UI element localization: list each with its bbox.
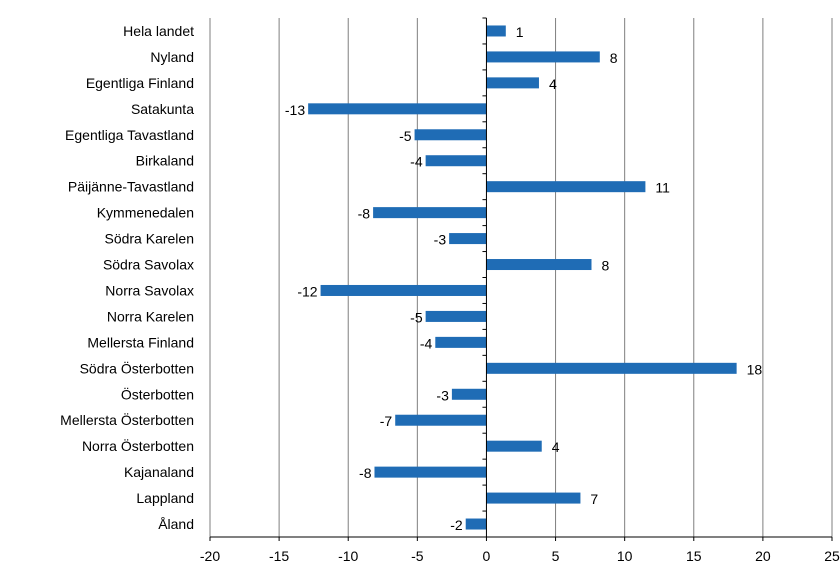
data-label: -3 bbox=[436, 387, 449, 403]
data-label: -4 bbox=[410, 154, 423, 170]
data-label: 11 bbox=[655, 180, 670, 196]
data-label: -7 bbox=[380, 413, 393, 429]
bars bbox=[308, 25, 737, 530]
category-label: Päijänne-Tavastland bbox=[68, 179, 194, 195]
data-label: 8 bbox=[601, 258, 609, 274]
category-label: Österbotten bbox=[121, 385, 194, 402]
data-label: 4 bbox=[552, 439, 560, 455]
data-label: -13 bbox=[285, 102, 305, 118]
bar bbox=[425, 310, 487, 322]
x-tick-label: -20 bbox=[200, 548, 220, 564]
bar bbox=[486, 440, 542, 452]
category-label: Åland bbox=[158, 516, 194, 532]
bar bbox=[320, 284, 487, 296]
data-label: -8 bbox=[358, 206, 371, 222]
category-label: Egentliga Finland bbox=[86, 75, 194, 91]
x-tick-label: 10 bbox=[617, 548, 633, 564]
category-label: Satakunta bbox=[131, 101, 194, 117]
x-tick-label: -15 bbox=[269, 548, 289, 564]
x-tick-label: 5 bbox=[552, 548, 560, 564]
x-tick-label: 25 bbox=[824, 548, 840, 564]
bar bbox=[486, 77, 539, 89]
data-label: -8 bbox=[359, 465, 372, 481]
data-label: -5 bbox=[410, 309, 423, 325]
data-label: 7 bbox=[590, 491, 598, 507]
bar bbox=[486, 25, 506, 37]
data-label: -12 bbox=[297, 283, 317, 299]
bar bbox=[486, 259, 592, 271]
data-label: -4 bbox=[420, 335, 433, 351]
x-tick-label: 20 bbox=[755, 548, 771, 564]
category-label: Mellersta Finland bbox=[87, 334, 194, 350]
bar bbox=[425, 155, 487, 167]
gridlines bbox=[209, 18, 833, 537]
data-label: -5 bbox=[399, 128, 412, 144]
x-tick-label: -5 bbox=[411, 548, 424, 564]
category-label: Mellersta Österbotten bbox=[60, 411, 194, 428]
category-label: Hela landet bbox=[123, 23, 194, 39]
value-labels: 184-13-5-411-8-38-12-5-418-3-74-87-2 bbox=[285, 24, 763, 533]
category-label: Lappland bbox=[136, 490, 194, 506]
x-tick-label: 15 bbox=[686, 548, 702, 564]
category-label: Södra Savolax bbox=[103, 257, 194, 273]
axes bbox=[209, 17, 833, 541]
data-label: 1 bbox=[516, 24, 524, 40]
bar bbox=[308, 103, 487, 115]
data-label: 18 bbox=[747, 361, 763, 377]
bar bbox=[465, 518, 487, 530]
category-label: Egentliga Tavastland bbox=[65, 127, 194, 143]
category-label: Norra Österbotten bbox=[82, 437, 194, 454]
category-label: Norra Savolax bbox=[105, 282, 194, 298]
category-label: Birkaland bbox=[136, 153, 194, 169]
category-label: Södra Österbotten bbox=[80, 359, 194, 376]
bar bbox=[486, 362, 737, 374]
data-label: -3 bbox=[434, 232, 447, 248]
bar bbox=[451, 388, 487, 400]
bar bbox=[486, 51, 600, 63]
category-label: Kymmenedalen bbox=[97, 205, 194, 221]
bar bbox=[374, 466, 487, 478]
bar bbox=[435, 336, 487, 348]
bar bbox=[373, 207, 487, 219]
category-label: Norra Karelen bbox=[107, 308, 194, 324]
bar bbox=[449, 233, 487, 245]
category-label: Södra Karelen bbox=[104, 231, 194, 247]
bar bbox=[414, 129, 487, 141]
data-label: -2 bbox=[450, 517, 463, 533]
category-label: Nyland bbox=[150, 49, 194, 65]
x-tick-label: 0 bbox=[483, 548, 491, 564]
bar bbox=[486, 181, 646, 193]
x-tick-labels: -20 -15 -10 -5 0 5 10 15 20 25 bbox=[200, 548, 840, 564]
category-labels: Hela landet Nyland Egentliga Finland Sataku… bbox=[60, 23, 194, 532]
bar bbox=[486, 492, 581, 504]
x-tick-label: -10 bbox=[338, 548, 358, 564]
category-label: Kajanaland bbox=[124, 464, 194, 480]
data-label: 4 bbox=[549, 76, 557, 92]
bar bbox=[395, 414, 487, 426]
data-label: 8 bbox=[610, 50, 618, 66]
